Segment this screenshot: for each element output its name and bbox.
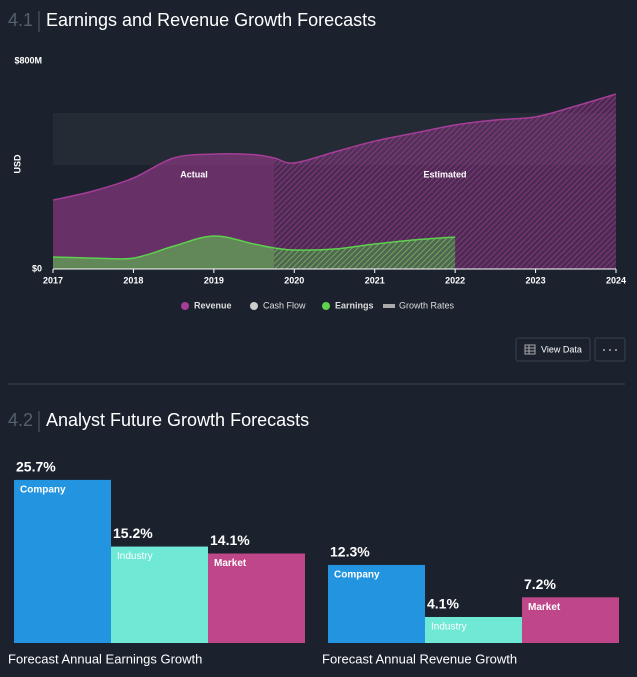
legend-swatch: [181, 302, 189, 310]
x-tick-label: 2024: [606, 275, 626, 285]
button-label[interactable]: View Data: [541, 344, 582, 354]
category-label: Company: [20, 485, 66, 496]
legend-label: Earnings: [335, 300, 374, 310]
bar-chart: Company 12.3% Industry 4.1% Market 7.2% Foreca…: [322, 544, 619, 666]
annotation: Estimated: [423, 169, 466, 179]
bar: [14, 479, 111, 643]
bar: [522, 597, 619, 643]
x-tick-label: 2017: [43, 275, 63, 285]
line: [52, 235, 456, 260]
legend-label: Revenue: [194, 300, 232, 310]
legend-swatch: [322, 302, 330, 310]
category-label: Market: [214, 558, 247, 569]
area-chart: $0 $800M 2017 2018 2019 2020 2021 2022 2023 2024: [14, 55, 626, 285]
x-tick-label: 2018: [123, 275, 143, 285]
x-tick-label: 2020: [284, 275, 304, 285]
view-data-button[interactable]: View Data: [515, 337, 591, 362]
chart-title: Forecast Annual Earnings Growth: [8, 651, 202, 666]
value-label: 7.2%: [524, 576, 556, 592]
value-label: 25.7%: [16, 459, 56, 475]
legend-swatch: [250, 302, 258, 310]
category-label: Industry: [431, 622, 467, 633]
bar: [425, 616, 522, 643]
bar: [111, 546, 208, 643]
legend: Revenue Cash Flow Earnings Growth Rates: [181, 300, 455, 310]
more-button[interactable]: [594, 337, 626, 362]
area-estimated: [274, 94, 616, 269]
dot: [615, 349, 617, 351]
y-tick-label: $0: [32, 263, 42, 273]
value-label: 4.1%: [427, 596, 459, 612]
x-tick-label: 2022: [445, 275, 465, 285]
area: [53, 235, 275, 269]
legend-swatch: [383, 304, 395, 308]
y-tick-label: $800M: [14, 55, 42, 65]
button-frame[interactable]: [515, 337, 591, 362]
value-label: 12.3%: [330, 544, 370, 560]
section-title: Earnings and Revenue Growth Forecasts: [46, 10, 376, 30]
category-label: Industry: [117, 551, 153, 562]
category-label: Market: [528, 602, 561, 613]
x-tick-label: 2021: [365, 275, 385, 285]
section-number: 4.2: [8, 410, 33, 430]
annotation: Actual: [180, 169, 208, 179]
chart-title: Forecast Annual Revenue Growth: [322, 651, 517, 666]
legend-label: Cash Flow: [263, 300, 306, 310]
bar: [208, 553, 305, 643]
y-axis-label: USD: [12, 154, 22, 174]
x-tick-label: 2019: [204, 275, 224, 285]
legend-label: Growth Rates: [399, 300, 455, 310]
section-number: 4.1: [8, 10, 33, 30]
bar-chart: Company 25.7% Industry 15.2% Market 14.1% Fore…: [8, 459, 305, 666]
category-label: Company: [334, 570, 380, 581]
bar: [328, 564, 425, 643]
value-label: 14.1%: [210, 532, 250, 548]
section-title: Analyst Future Growth Forecasts: [46, 410, 309, 430]
x-tick-label: 2023: [526, 275, 546, 285]
line: [52, 93, 617, 201]
value-label: 15.2%: [113, 525, 153, 541]
dot: [609, 349, 611, 351]
area-estimated: [274, 237, 456, 269]
dot: [603, 349, 605, 351]
table-icon: [524, 344, 536, 355]
